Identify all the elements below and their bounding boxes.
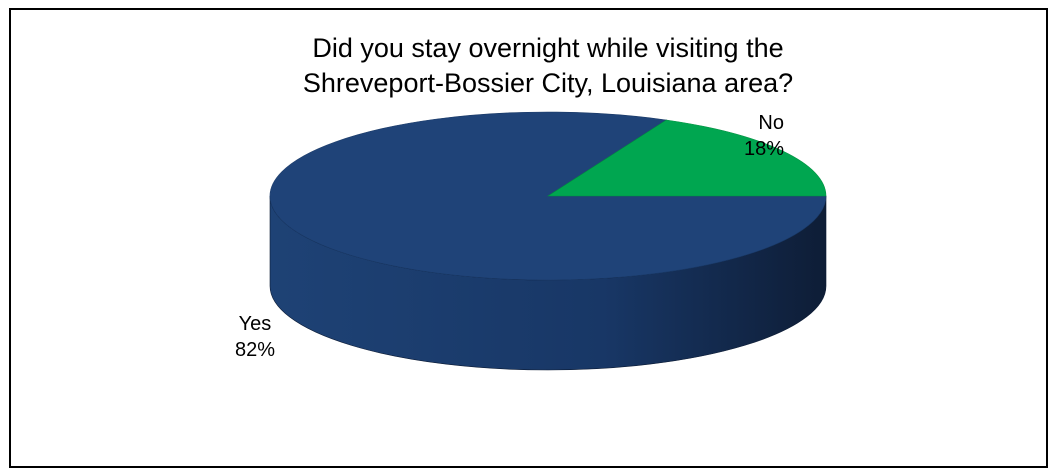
slice-label-no-name: No <box>758 112 784 134</box>
slice-label-no-value: 18% <box>744 138 784 160</box>
slice-label-yes-name: Yes <box>239 313 272 335</box>
pie-chart: Did you stay overnight while visiting th… <box>235 33 827 371</box>
chart-title-line-1: Did you stay overnight while visiting th… <box>312 33 783 63</box>
pie-slice-yes <box>269 111 827 281</box>
pie-slice-no <box>546 119 827 197</box>
chart-frame: Did you stay overnight while visiting th… <box>9 8 1048 468</box>
chart-title-line-2: Shreveport-Bossier City, Louisiana area? <box>303 68 793 98</box>
slice-label-yes-value: 82% <box>235 339 275 361</box>
